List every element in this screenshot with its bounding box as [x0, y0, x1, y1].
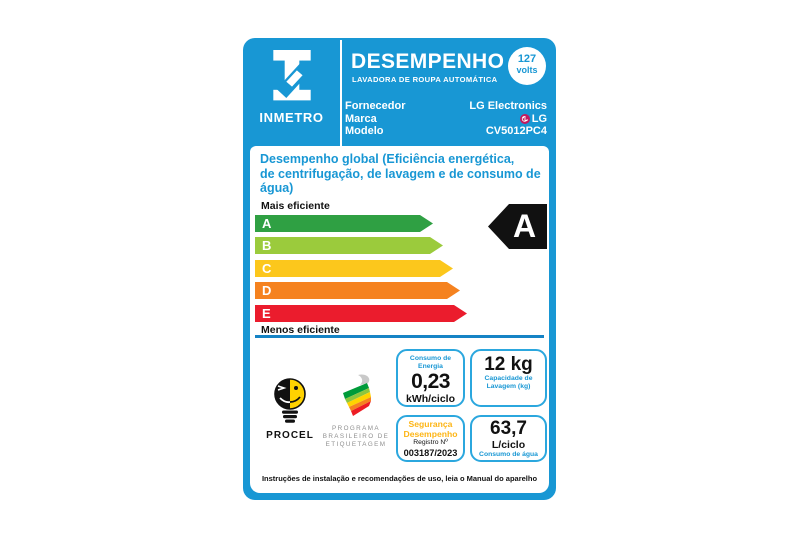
pbe-wordmark: PROGRAMA BRASILEIRO DE ETIQUETAGEM — [316, 425, 396, 449]
model-label: Modelo — [345, 125, 384, 138]
voltage-badge: 127 volts — [508, 47, 546, 85]
voltage-value: 127 — [517, 53, 537, 65]
procel-bulb-icon — [274, 378, 306, 423]
voltage-unit: volts — [516, 65, 538, 75]
rating-arrow-e: E — [255, 305, 467, 322]
water-caption: Consumo de água — [479, 451, 538, 458]
model-row: Modelo CV5012PC4 — [345, 125, 547, 138]
supplier-value: LG Electronics — [469, 100, 547, 112]
brand-value: LG — [531, 112, 547, 125]
supplier-row: Fornecedor LG Electronics — [345, 100, 547, 113]
safety-title-line2: Desempenho — [403, 428, 458, 439]
rating-arrow-c: C — [255, 260, 453, 277]
water-consumption-box: 63,7 L/ciclo Consumo de água — [470, 415, 547, 462]
pbe-logo-block: PROGRAMA BRASILEIRO DE ETIQUETAGEM — [316, 374, 396, 449]
brand-row: Marca LG — [345, 113, 547, 126]
safety-title-line1: Segurança — [408, 419, 453, 429]
rating-letter-e: E — [262, 306, 271, 321]
performance-line1: Desempenho global (Eficiência energética… — [260, 152, 549, 167]
safety-value: 003187/2023 — [403, 447, 458, 458]
scale-bottom-label: Menos eficiente — [261, 324, 340, 336]
header-divider — [340, 40, 342, 146]
pbe-flag-icon — [343, 374, 371, 416]
rating-letter-d: D — [262, 283, 272, 298]
rating-letter-c: C — [262, 261, 272, 276]
section-divider — [255, 335, 544, 338]
energy-unit: kWh/ciclo — [405, 392, 455, 405]
water-value: 63,7 — [490, 418, 527, 439]
brand-label: Marca — [345, 112, 377, 125]
selected-grade-badge: A — [488, 204, 547, 249]
pbe-line3: ETIQUETAGEM — [325, 441, 387, 448]
capacity-box: 12 kg Capacidade de Lavagem (kg) — [470, 349, 547, 407]
performance-desc1: (Eficiência energética, — [378, 152, 515, 166]
energy-value: 0,23 — [411, 369, 450, 393]
procel-logo-block: PROCEL — [266, 377, 314, 441]
inmetro-logo-icon — [272, 50, 312, 101]
rating-arrow-a: A — [255, 215, 433, 232]
header-right: DESEMPENHO LAVADORA DE ROUPA AUTOMÁTICA … — [342, 38, 556, 146]
brand-value-group: LG — [519, 112, 547, 126]
label-subtitle: LAVADORA DE ROUPA AUTOMÁTICA — [352, 75, 498, 84]
water-unit: L/ciclo — [491, 439, 526, 451]
rating-arrow-b: B — [255, 237, 443, 254]
product-id-rows: Fornecedor LG Electronics Marca — [345, 100, 547, 138]
inmetro-energy-label: INMETRO DESEMPENHO LAVADORA DE ROUPA AUT… — [243, 38, 556, 500]
procel-wordmark: PROCEL — [266, 430, 314, 441]
inmetro-logo-block: INMETRO — [243, 38, 340, 146]
energy-title: Consumo de Energia — [409, 355, 452, 370]
label-body-card: Desempenho global (Eficiência energética… — [250, 146, 549, 493]
inmetro-wordmark: INMETRO — [259, 110, 324, 125]
lg-logo-icon — [519, 113, 530, 124]
label-title: DESEMPENHO — [351, 50, 505, 73]
scale-top-label: Mais eficiente — [261, 200, 330, 212]
pbe-line1: PROGRAMA — [332, 425, 380, 432]
instructions-note: Instruções de instalação e recomendações… — [261, 474, 538, 483]
safety-registration-box: Segurança Desempenho Registro Nº 003187/… — [396, 415, 465, 462]
label-header: INMETRO DESEMPENHO LAVADORA DE ROUPA AUT… — [243, 38, 556, 146]
safety-title: Segurança Desempenho — [398, 419, 463, 439]
performance-title: Desempenho global — [260, 152, 379, 166]
capacity-caption: Capacidade de Lavagem (kg) — [484, 375, 533, 390]
rating-letter-a: A — [262, 216, 272, 231]
capacity-value: 12 kg — [484, 354, 533, 375]
model-value: CV5012PC4 — [485, 125, 547, 138]
energy-consumption-box: Consumo de Energia 0,23 kWh/ciclo — [396, 349, 465, 407]
pbe-line2: BRASILEIRO DE — [322, 433, 390, 440]
rating-arrow-d: D — [255, 282, 460, 299]
safety-caption: Registro Nº — [413, 439, 448, 447]
supplier-label: Fornecedor — [345, 100, 406, 112]
rating-letter-b: B — [262, 238, 272, 253]
performance-description: Desempenho global (Eficiência energética… — [260, 152, 549, 196]
performance-desc2: de centrifugação, de lavagem e de consum… — [260, 166, 541, 196]
